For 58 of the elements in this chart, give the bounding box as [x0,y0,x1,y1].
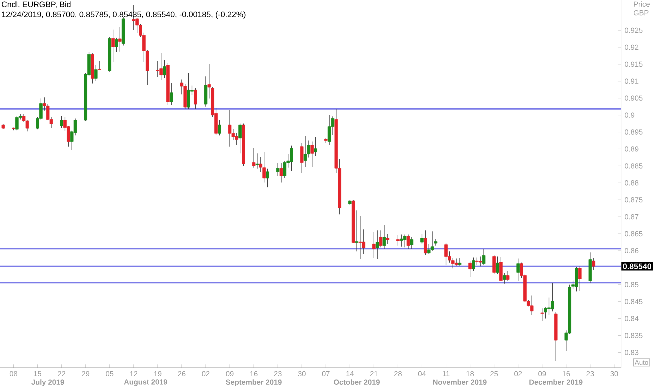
candlestick [478,256,482,267]
candlestick [328,115,332,146]
candlestick [170,82,174,106]
candlestick [592,258,596,270]
candlestick [430,231,434,252]
candlestick [310,141,314,168]
candlestick [506,271,510,282]
candlestick [588,252,592,284]
candlestick [112,30,115,62]
candlestick [118,26,122,52]
candlestick [458,258,462,266]
candlestick [551,282,554,312]
candlestick [16,116,19,131]
candlestick [468,260,472,278]
candlestick [256,153,260,170]
candlestick [60,116,64,128]
candlestick [410,237,414,250]
candlestick [500,256,503,282]
candlestick [187,72,190,110]
candlestick [516,258,520,282]
candlestick [94,65,98,82]
candlestick [218,120,222,136]
candlestick [444,243,448,266]
candlestick [290,146,294,172]
candlestick [280,163,284,184]
candlestick [160,52,163,81]
candlestick [578,266,582,292]
candlestick [358,216,362,260]
candlestick [496,256,500,274]
candlestick [266,168,270,188]
candlestick [372,232,376,259]
candlestick [262,152,266,184]
candlestick [228,110,232,148]
candlestick [194,88,198,110]
candlestick [424,230,428,256]
candlestick [548,297,551,316]
candlestick [530,295,534,316]
candlestick [238,123,242,154]
candlestick [382,224,386,250]
candlestick [400,234,404,248]
candlestick [403,234,407,248]
candlestick [575,266,578,292]
candlestick [492,255,496,274]
candlestick [502,272,506,284]
candlestick [396,234,400,246]
candlestick [276,163,280,177]
chart-title: Cndl, EURGBP, Bid [2,2,71,8]
candlestick [156,61,160,78]
candlestick [386,234,390,244]
candlestick [304,136,308,168]
candlestick [420,234,424,244]
candlestick [482,248,486,266]
candlestick [406,234,410,250]
ref-line-label: 0.85540 [623,264,652,270]
candlestick [540,308,544,322]
candlestick [376,230,380,260]
candlestick [252,148,256,168]
candlestick [314,136,318,156]
